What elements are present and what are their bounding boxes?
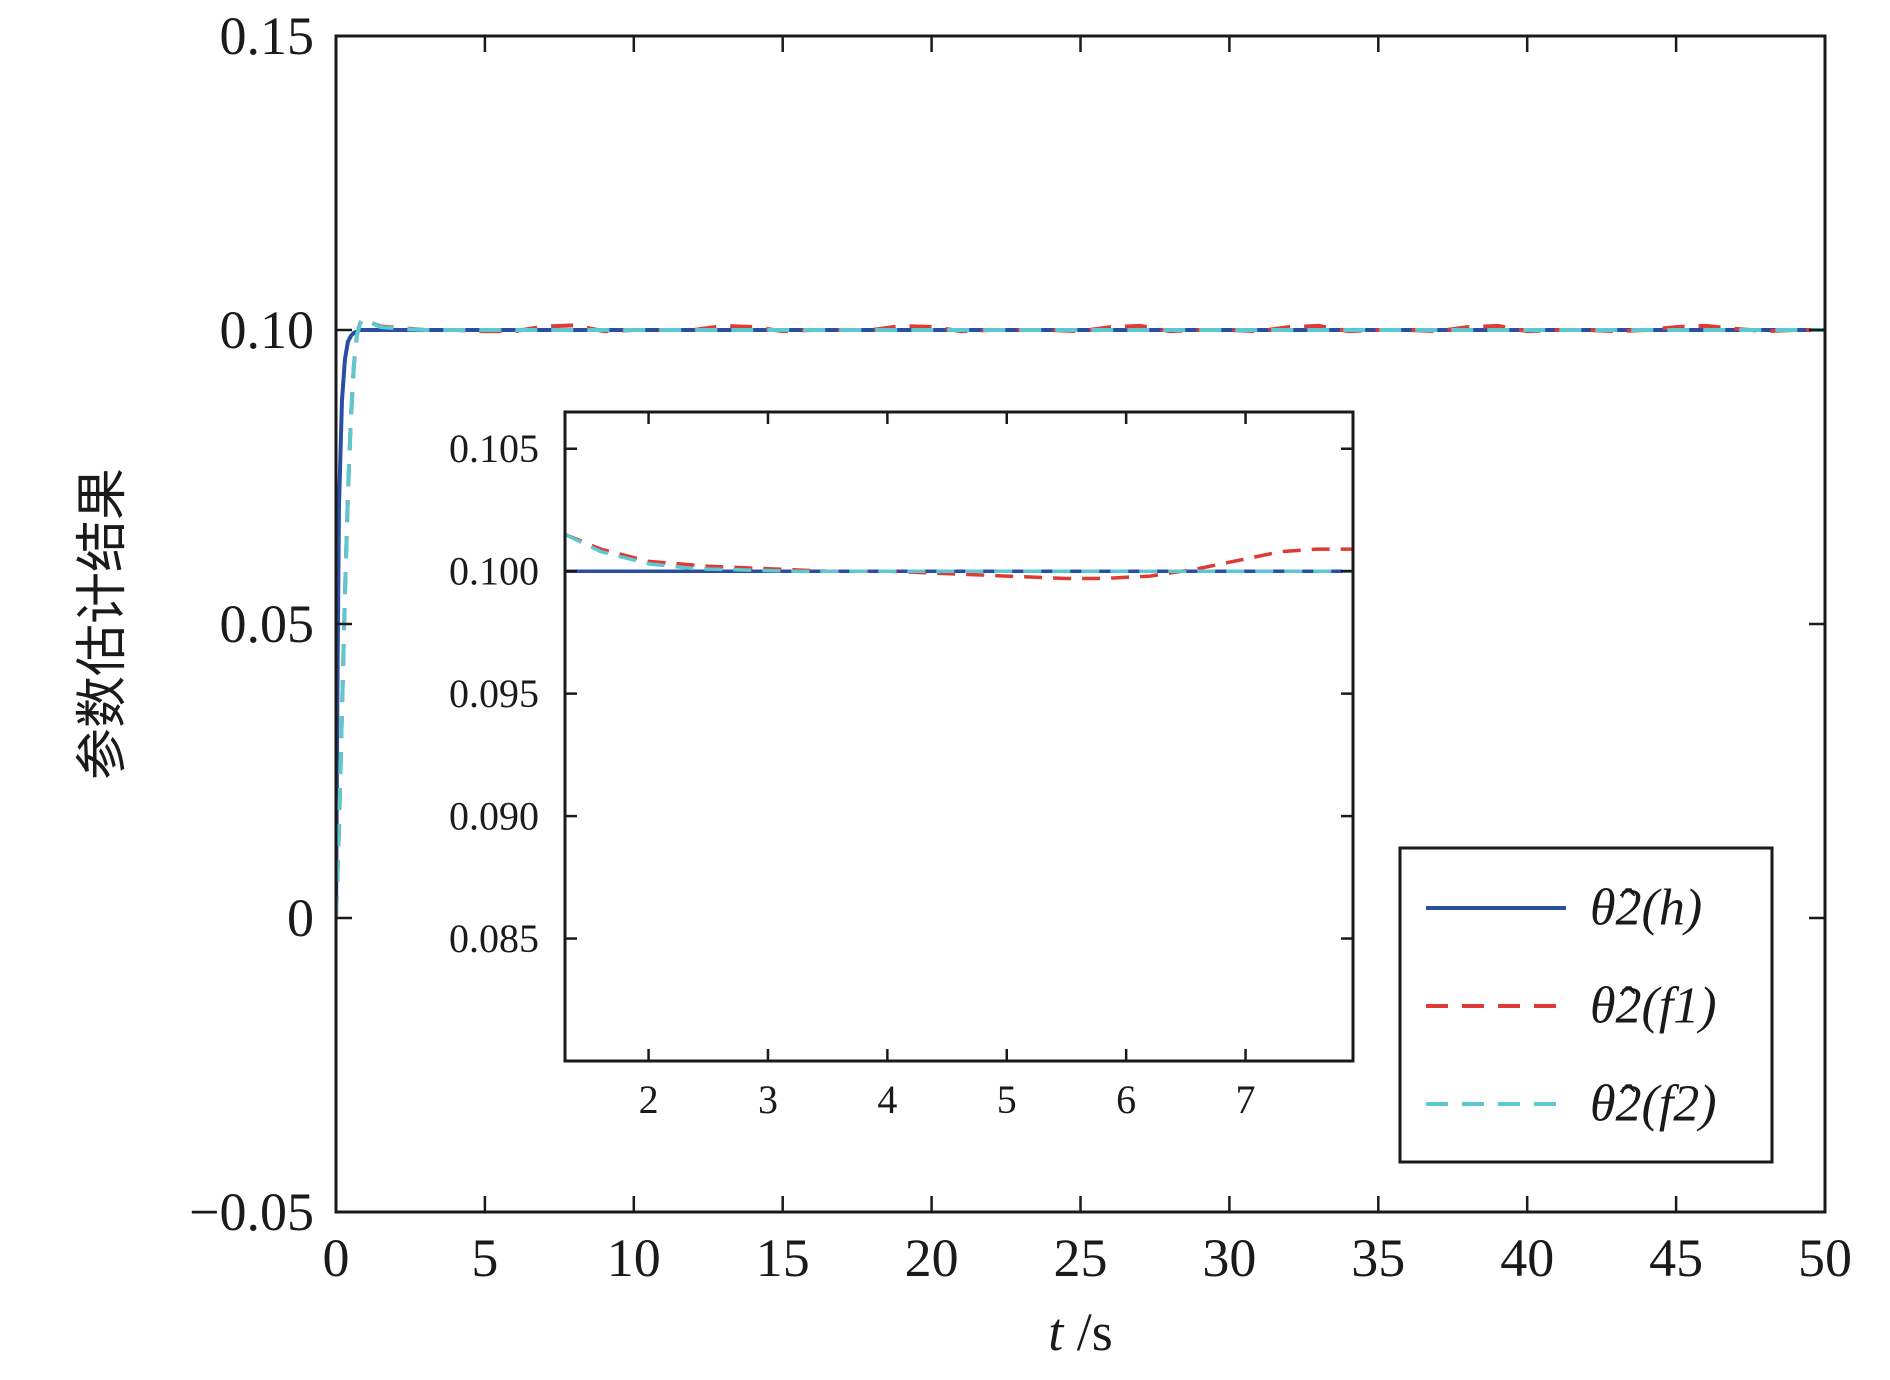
main-x-tick-label: 5 <box>471 1228 498 1288</box>
inset-y-tick-label: 0.100 <box>449 549 539 594</box>
main-y-tick-label: 0.10 <box>220 300 315 360</box>
main-x-tick-label: 35 <box>1351 1228 1405 1288</box>
main-x-tick-label: 25 <box>1054 1228 1108 1288</box>
main-y-tick-label: −0.05 <box>189 1182 314 1242</box>
inset-x-tick-label: 6 <box>1116 1077 1136 1122</box>
main-y-tick-label: 0.05 <box>220 594 315 654</box>
inset-series-line-3 <box>565 532 1353 573</box>
main-x-tick-label: 30 <box>1202 1228 1256 1288</box>
main-y-tick-label: 0.15 <box>220 6 315 66</box>
inset-y-tick-label: 0.090 <box>449 794 539 839</box>
inset-y-tick-label: 0.085 <box>449 916 539 961</box>
main-x-tick-label: 10 <box>607 1228 661 1288</box>
inset-x-tick-label: 7 <box>1236 1077 1256 1122</box>
main-x-tick-label: 45 <box>1649 1228 1703 1288</box>
legend-label-1: θ̂2(h) <box>1590 880 1702 937</box>
inset-x-tick-label: 4 <box>877 1077 897 1122</box>
legend-label-3: θ̂2(f2) <box>1590 1076 1717 1133</box>
main-x-tick-label: 20 <box>905 1228 959 1288</box>
main-y-tick-label: 0 <box>287 888 314 948</box>
inset-y-tick-label: 0.105 <box>449 426 539 471</box>
main-series-group <box>336 316 1825 919</box>
inset-x-tick-label: 2 <box>639 1077 659 1122</box>
main-x-tick-label: 50 <box>1798 1228 1852 1288</box>
main-x-tick-label: 0 <box>323 1228 350 1288</box>
x-axis-title-var: t <box>1048 1302 1065 1362</box>
inset-y-tick-label: 0.095 <box>449 671 539 716</box>
legend: θ̂2(h) θ̂2(f1) θ̂2(f2) <box>1398 846 1774 1164</box>
inset-axes-box <box>563 410 1355 1063</box>
inset-plot-background <box>565 412 1353 1061</box>
x-axis-title: t /s <box>1048 1302 1113 1362</box>
inset-x-tick-label: 5 <box>997 1077 1017 1122</box>
inset-series-line-2 <box>565 532 1353 581</box>
main-series-line-3 <box>336 316 1825 919</box>
inset-x-tick-label: 3 <box>758 1077 778 1122</box>
y-axis-title: 参数估计结果 <box>73 468 133 780</box>
main-x-tick-label: 15 <box>756 1228 810 1288</box>
main-axes-box <box>334 34 1827 1214</box>
main-x-tick-label: 40 <box>1500 1228 1554 1288</box>
inset-axes: 2 3 4 5 6 7 0.085 0.090 0.095 0.100 0.105 <box>449 410 1355 1122</box>
x-axis-title-unit: /s <box>1063 1302 1113 1362</box>
inset-series-group <box>565 532 1353 581</box>
legend-label-2: θ̂2(f1) <box>1590 978 1717 1035</box>
